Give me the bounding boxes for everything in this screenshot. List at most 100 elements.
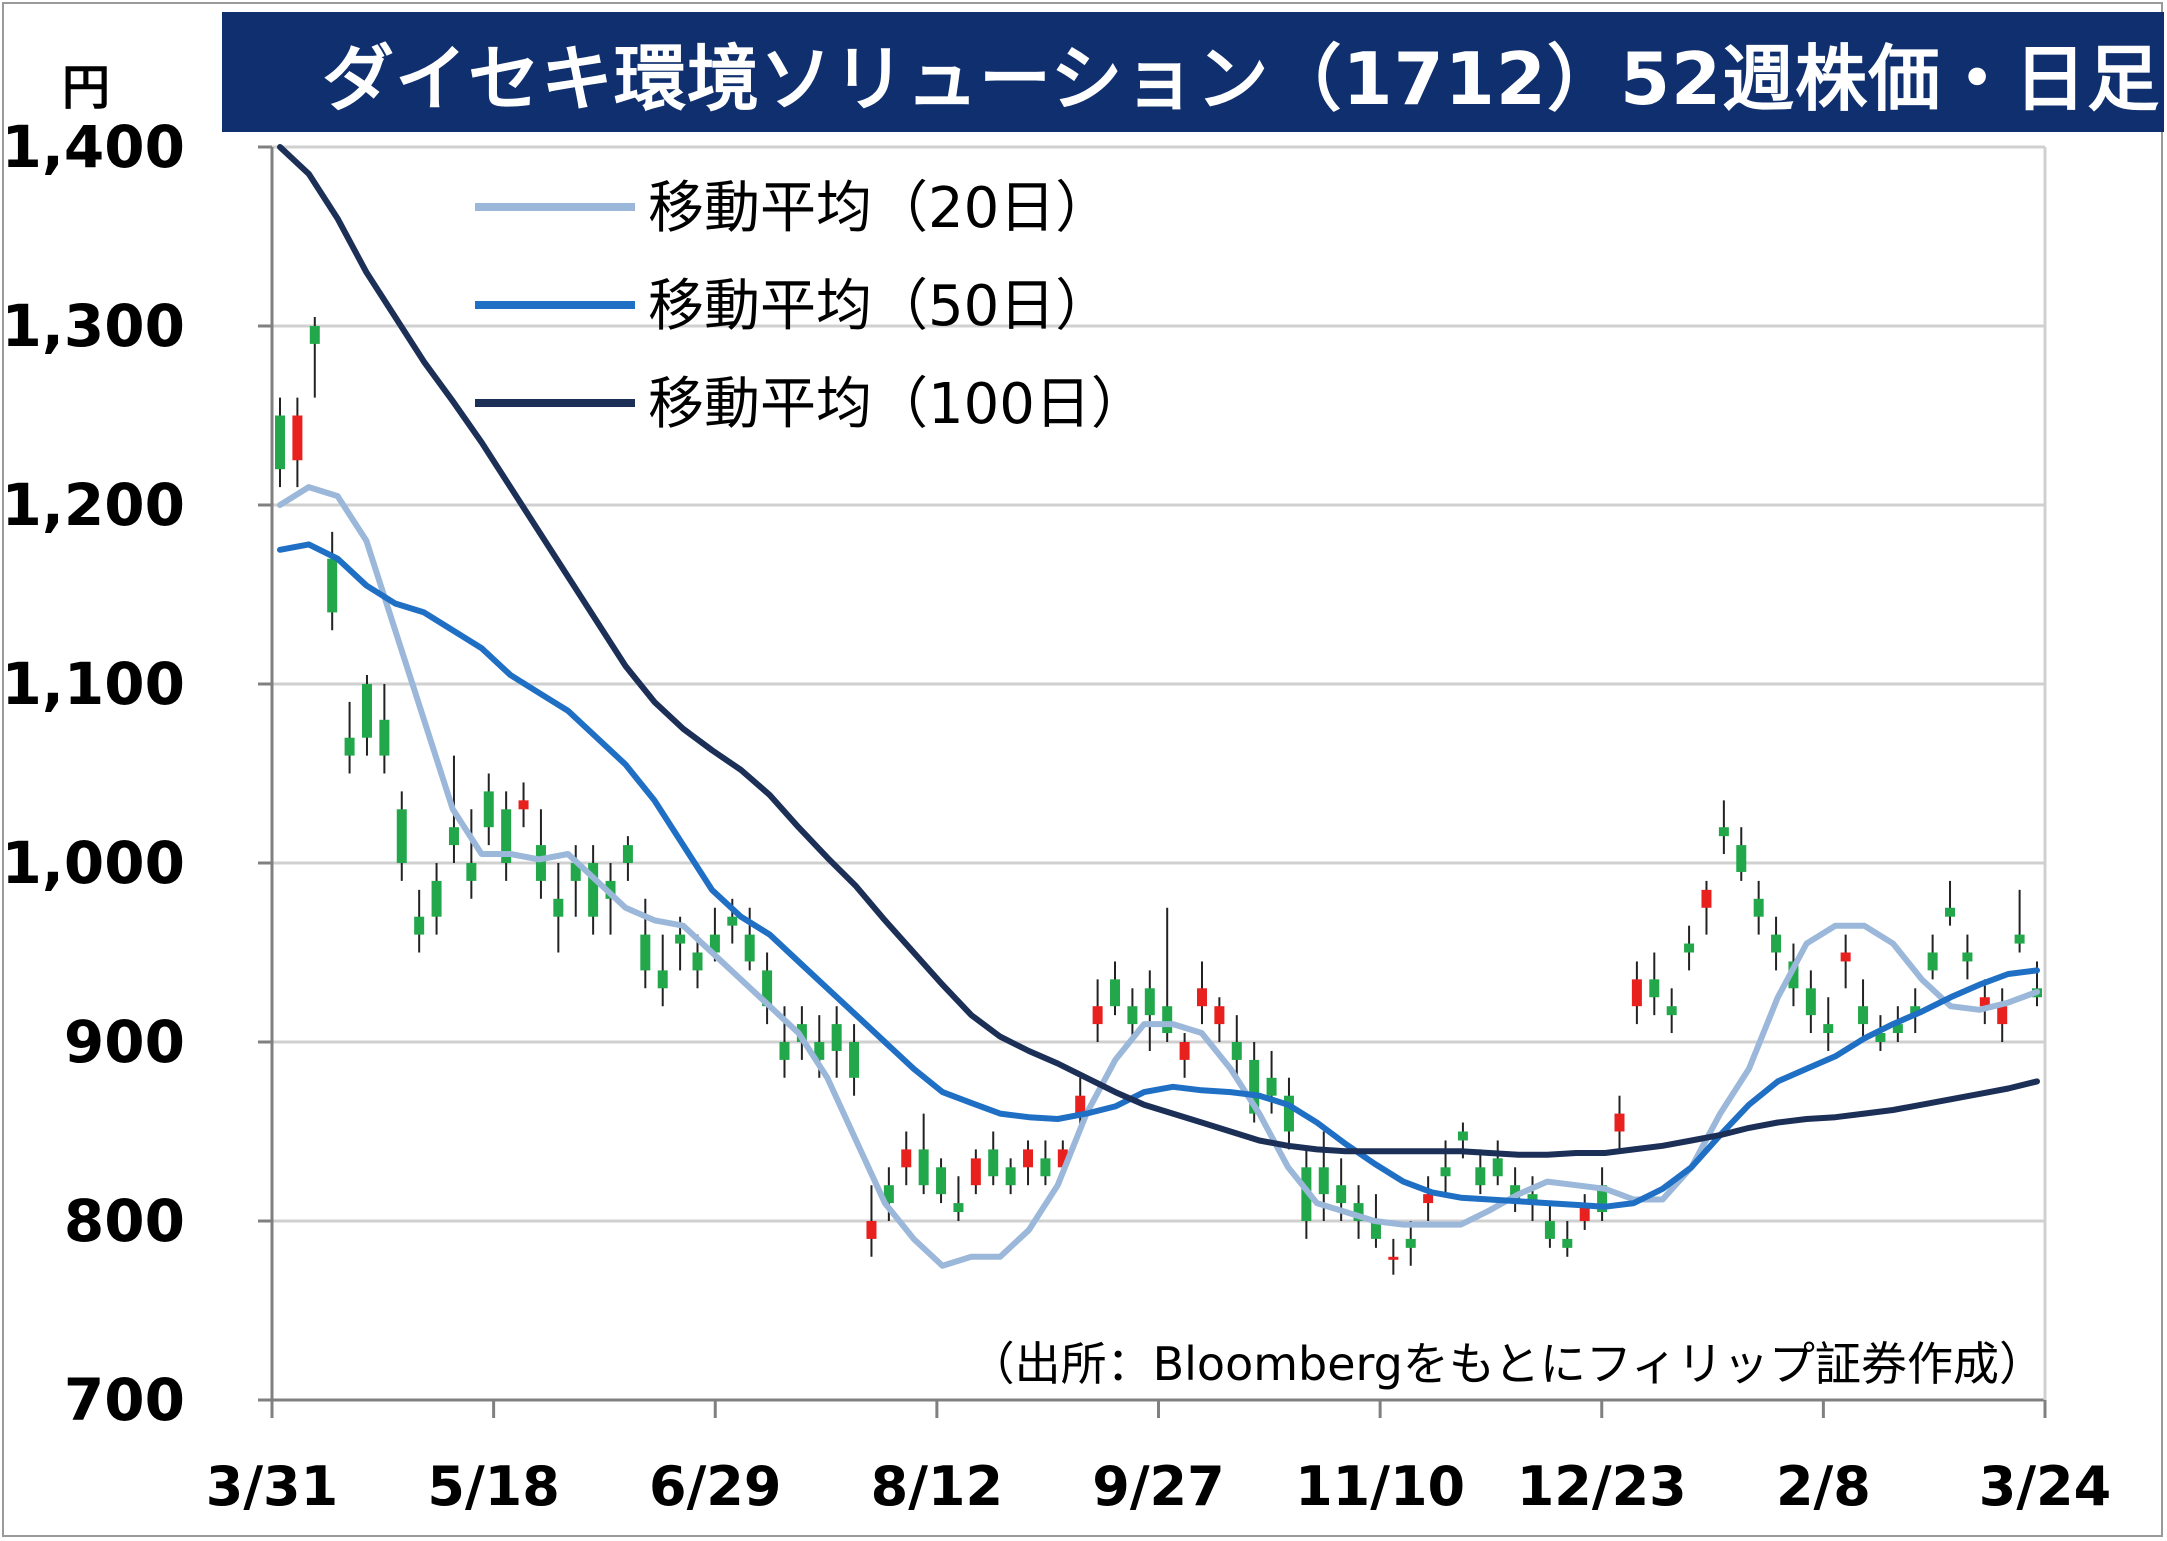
candle-body — [1127, 1006, 1138, 1025]
candle-body — [640, 934, 651, 971]
candle-body — [466, 863, 477, 881]
candle-body — [1318, 1167, 1329, 1195]
candle-body — [431, 880, 442, 917]
candle-body — [1614, 1113, 1625, 1132]
candle-body — [483, 791, 494, 828]
x-tick-label: 6/29 — [649, 1455, 781, 1518]
candle-body — [1979, 997, 1990, 1007]
candle-body — [1353, 1203, 1364, 1221]
legend-label-ma50: 移動平均（50日） — [648, 274, 1111, 339]
candle-body — [1840, 952, 1851, 962]
candle-body — [779, 1042, 790, 1060]
candle-body — [1910, 1006, 1921, 1016]
x-tick-label: 3/24 — [1979, 1455, 2111, 1518]
candlesticks — [275, 317, 2042, 1275]
candle-body — [1875, 1033, 1886, 1042]
candle-body — [849, 1042, 860, 1078]
y-tick-label: 1,300 — [2, 292, 185, 360]
candle-body — [727, 916, 738, 926]
candle-body — [675, 934, 686, 944]
candle-body — [1666, 1006, 1677, 1016]
y-axis-unit: 円 — [62, 60, 111, 116]
candle-body — [1336, 1185, 1347, 1204]
candle-body — [1214, 1006, 1225, 1025]
candle-body — [657, 970, 668, 989]
x-tick-label: 12/23 — [1517, 1455, 1687, 1518]
candle-body — [1771, 934, 1782, 953]
candle-body — [588, 863, 599, 917]
candle-body — [1023, 1149, 1034, 1168]
candle-body — [988, 1149, 999, 1177]
ma100-line — [277, 144, 2040, 1158]
candle-body — [1405, 1238, 1416, 1248]
candle-body — [692, 952, 703, 971]
candle-body — [970, 1158, 981, 1186]
candle-body — [1597, 1185, 1608, 1213]
candle-body — [292, 415, 303, 461]
candle-body — [1823, 1024, 1834, 1034]
x-axis-ticks: 3/31 5/18 6/29 8/12 9/27 11/10 12/23 2/8 3/24 — [206, 1400, 2111, 1518]
candle-body — [1684, 943, 1695, 953]
y-tick-label: 1,000 — [2, 829, 185, 897]
chart-title: ダイセキ環境ソリューション（1712）52週株価・日足 — [222, 12, 2164, 132]
source-note: （出所：Bloombergをもとにフィリップ証券作成） — [969, 1337, 2045, 1391]
candle-body — [1370, 1221, 1381, 1239]
x-tick-label: 11/10 — [1295, 1455, 1465, 1518]
candle-body — [1927, 952, 1938, 971]
candle-body — [1144, 988, 1155, 1016]
candle-body — [414, 916, 425, 935]
candle-body — [936, 1167, 947, 1195]
candle-body — [1858, 1006, 1869, 1025]
candle-body — [1231, 1042, 1242, 1060]
candle-body — [1631, 979, 1642, 1007]
candle-body — [814, 1042, 825, 1060]
candle-body — [1544, 1221, 1555, 1239]
candle-body — [1579, 1203, 1590, 1221]
candle-body — [1179, 1042, 1190, 1060]
candle-body — [1562, 1238, 1573, 1248]
candle-body — [1440, 1167, 1451, 1177]
legend-label-ma100: 移動平均（100日） — [648, 372, 1147, 437]
candle-body — [570, 863, 581, 881]
candle-body — [831, 1024, 842, 1051]
y-tick-label: 1,400 — [2, 113, 185, 181]
ma50-line — [277, 541, 2040, 1210]
candle-body — [518, 800, 529, 810]
candle-body — [1075, 1095, 1086, 1114]
candle-body — [901, 1149, 912, 1168]
candle-body — [1649, 979, 1660, 998]
candle-body — [396, 809, 407, 863]
candle-body — [309, 326, 320, 344]
candle-body — [1475, 1167, 1486, 1186]
candle-body — [1736, 845, 1747, 872]
candle-body — [1423, 1194, 1434, 1204]
candle-body — [1005, 1167, 1016, 1186]
candle-body — [953, 1203, 964, 1213]
candle-body — [1805, 988, 1816, 1016]
gridlines — [270, 145, 2047, 1402]
candle-body — [1110, 979, 1121, 1007]
candle-body — [709, 934, 720, 953]
ma20-line — [277, 484, 2040, 1269]
y-axis-ticks: 1,400 1,300 1,200 1,100 1,000 900 800 700 — [2, 113, 272, 1434]
candle-body — [1788, 961, 1799, 989]
candle-body — [866, 1221, 877, 1239]
candle-body — [1057, 1149, 1068, 1168]
candle-body — [1249, 1059, 1260, 1114]
candle-body — [622, 845, 633, 863]
x-tick-label: 3/31 — [206, 1455, 338, 1518]
candle-body — [918, 1149, 929, 1186]
legend-label-ma20: 移動平均（20日） — [648, 176, 1111, 241]
candle-body — [1457, 1131, 1468, 1141]
x-tick-label: 2/8 — [1776, 1455, 1871, 1518]
candle-body — [1997, 1006, 2008, 1025]
candle-body — [327, 558, 338, 613]
candle-body — [1962, 952, 1973, 962]
candle-body — [553, 898, 564, 917]
candle-body — [1388, 1256, 1399, 1260]
y-tick-label: 900 — [64, 1008, 185, 1076]
legend: 移動平均（20日） 移動平均（50日） 移動平均（100日） — [475, 176, 1147, 437]
y-tick-label: 700 — [64, 1366, 185, 1434]
